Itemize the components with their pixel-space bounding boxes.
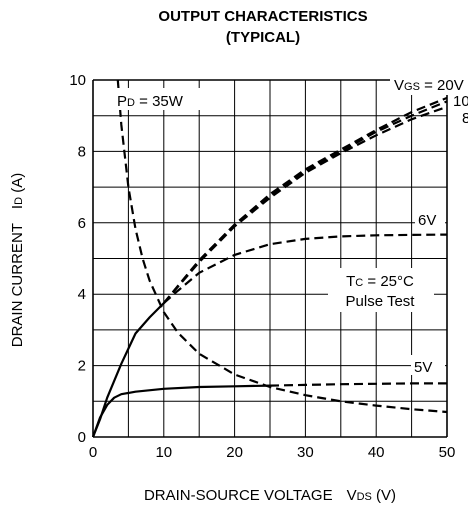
annotation-bg-vgs bbox=[390, 73, 468, 95]
y-axis-label: DRAIN CURRENTID (A) bbox=[9, 173, 26, 347]
annotation-pulse: Pulse Test bbox=[346, 293, 416, 310]
x-tick-label: 20 bbox=[226, 444, 243, 461]
annotation-bg-v6 bbox=[415, 208, 445, 228]
y-tick-label: 0 bbox=[78, 429, 86, 446]
tick-labels: 0 10 20 30 40 50 0 2 4 6 8 10 bbox=[69, 72, 455, 461]
annotation-bg-v5 bbox=[411, 355, 445, 375]
annotation-bg-tc bbox=[328, 268, 434, 312]
curves bbox=[91, 79, 448, 438]
y-tick-label: 8 bbox=[78, 143, 86, 160]
y-tick-label: 10 bbox=[69, 72, 86, 89]
x-tick-label: 10 bbox=[155, 444, 172, 461]
annotation-v6: 6V bbox=[418, 212, 436, 229]
y-tick-label: 4 bbox=[78, 286, 86, 303]
annotation-v8: 8V bbox=[462, 110, 468, 127]
series-line bbox=[91, 384, 271, 438]
series-line bbox=[269, 382, 447, 387]
series-line bbox=[162, 100, 448, 304]
x-tick-label: 50 bbox=[439, 444, 456, 461]
annotation-pd: PD = 35W bbox=[117, 93, 184, 110]
annotation-vgs: VGS = 20V bbox=[394, 77, 464, 94]
annotation-v5: 5V bbox=[414, 359, 432, 376]
x-tick-label: 40 bbox=[368, 444, 385, 461]
chart-subtitle: (TYPICAL) bbox=[226, 29, 300, 46]
y-tick-label: 2 bbox=[78, 358, 86, 375]
x-tick-label: 30 bbox=[297, 444, 314, 461]
chart-title: OUTPUT CHARACTERISTICS bbox=[158, 8, 367, 25]
series-line bbox=[116, 79, 448, 414]
annotation-bg-pd bbox=[113, 88, 233, 110]
y-tick-label: 6 bbox=[78, 215, 86, 232]
series-line bbox=[162, 105, 448, 304]
annotation-tc: TC = 25°C bbox=[346, 273, 414, 290]
x-tick-label: 0 bbox=[89, 444, 97, 461]
grid bbox=[92, 79, 448, 438]
x-axis-label: DRAIN-SOURCE VOLTAGE VDS (V) bbox=[144, 487, 396, 504]
series-line bbox=[163, 233, 448, 304]
annotation-v10: 10V bbox=[453, 93, 468, 110]
